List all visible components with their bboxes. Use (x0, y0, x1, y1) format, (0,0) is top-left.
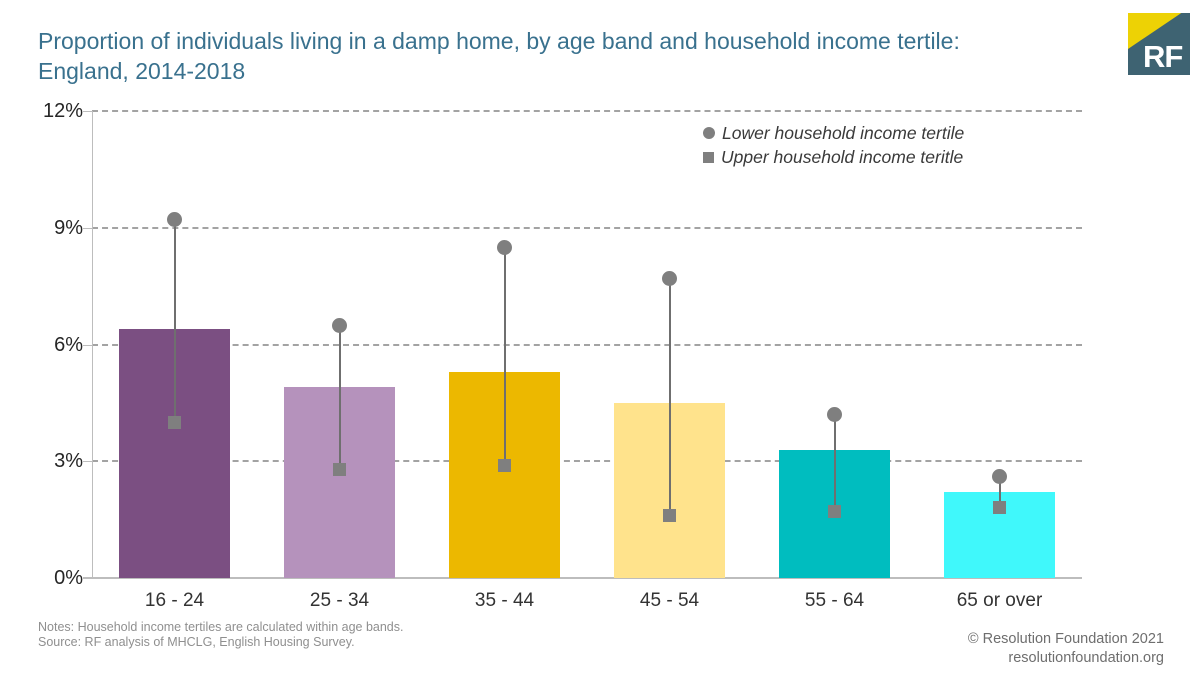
lower-tertile-marker (827, 407, 842, 423)
lower-tertile-marker (167, 212, 182, 228)
page-title: Proportion of individuals living in a da… (38, 26, 960, 86)
title-line-1: Proportion of individuals living in a da… (38, 28, 960, 54)
upper-tertile-marker (828, 505, 841, 519)
y-axis-tick (83, 344, 92, 346)
legend-label: Upper household income teritle (721, 146, 964, 167)
legend-item-lower-tertile: Lower household income tertile (703, 121, 964, 145)
rf-logo: RF (1128, 13, 1190, 75)
y-axis-tick-label: 12% (42, 100, 83, 122)
source-line: Source: RF analysis of MHCLG, English Ho… (38, 635, 355, 649)
gridline-9% (92, 226, 1082, 229)
y-axis-tick-label: 9% (54, 216, 83, 239)
chart-legend: Lower household income tertile Upper hou… (703, 121, 964, 169)
x-axis-category-label: 45 - 54 (639, 590, 700, 611)
attribution: © Resolution Foundation 2021 resolutionf… (968, 630, 1164, 668)
legend-square-icon (703, 151, 714, 163)
footnotes: Notes: Household income tertiles are cal… (38, 620, 404, 650)
lower-tertile-marker (332, 317, 347, 333)
y-axis-tick (83, 111, 92, 112)
gridline-6% (92, 343, 1082, 346)
legend-item-upper-tertile: Upper household income teritle (703, 145, 964, 169)
x-axis-category-label: 65 or over (956, 590, 1043, 611)
tertile-range-line (833, 414, 836, 512)
upper-tertile-marker (168, 415, 181, 429)
upper-tertile-marker (993, 501, 1006, 515)
y-axis-tick-label: 0% (54, 567, 83, 589)
x-axis-category-label: 35 - 44 (474, 590, 535, 611)
tertile-range-line (338, 325, 341, 470)
legend-circle-icon (703, 127, 715, 139)
title-line-2: England, 2014-2018 (38, 58, 246, 84)
y-axis-tick (83, 227, 92, 229)
upper-tertile-marker (333, 462, 346, 476)
tertile-range-line (173, 219, 176, 423)
legend-label: Lower household income tertile (722, 122, 965, 143)
gridline-3% (92, 460, 1082, 463)
notes-line: Notes: Household income tertiles are cal… (38, 620, 404, 634)
y-axis-tick-label: 6% (54, 333, 83, 356)
lower-tertile-marker (992, 469, 1007, 485)
x-axis-category-label: 25 - 34 (309, 590, 370, 611)
x-axis-category-label: 16 - 24 (144, 590, 205, 611)
y-axis-line (92, 111, 93, 578)
upper-tertile-marker (498, 458, 511, 472)
lower-tertile-marker (662, 270, 677, 286)
tertile-range-line (998, 476, 1001, 508)
copyright-line: © Resolution Foundation 2021 (967, 631, 1164, 647)
upper-tertile-marker (663, 509, 676, 523)
lower-tertile-marker (497, 239, 512, 255)
tertile-range-line (503, 247, 506, 466)
y-axis-tick (83, 461, 92, 463)
logo-text: RF (1143, 39, 1183, 74)
tertile-range-line (668, 278, 671, 516)
x-axis-baseline (83, 577, 1082, 579)
x-axis-category-label: 55 - 64 (804, 590, 865, 611)
y-axis-tick-label: 3% (54, 450, 83, 473)
gridline-12% (92, 110, 1082, 112)
website-line: resolutionfoundation.org (1008, 650, 1164, 666)
